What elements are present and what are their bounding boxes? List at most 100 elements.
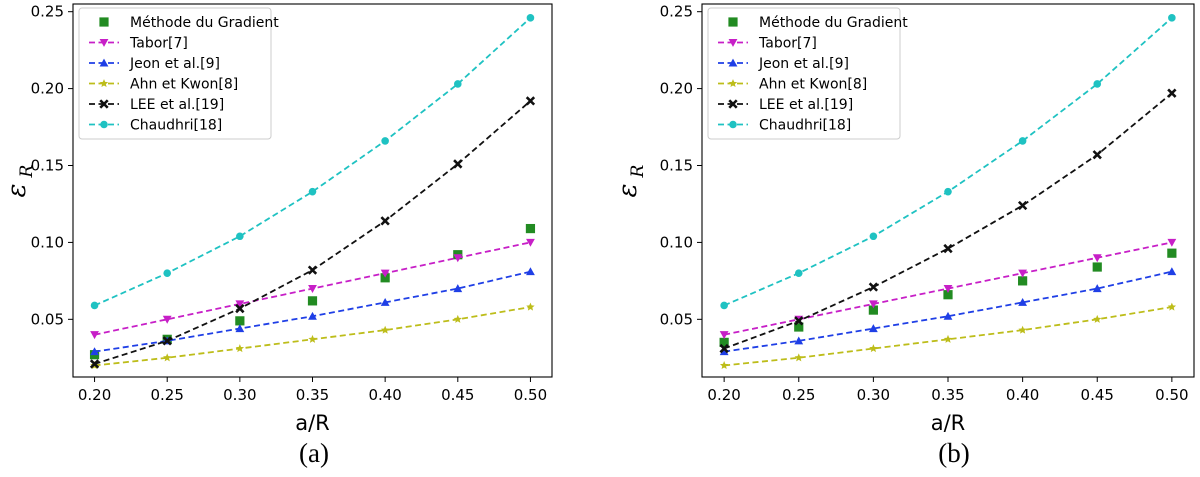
chart-b-data-point [1092,254,1102,263]
chart-a-legend-item: Chaudhri[18] [89,118,222,134]
chart-b-series-chaudhri-18 [720,14,1176,310]
chart-b-legend-marker [728,79,738,88]
chart-b-data-point [868,300,878,309]
chart-b-data-point [1017,200,1028,211]
chart-a-legend: Méthode du Gradient Tabor[7] Jeon et al.[9… [78,7,279,140]
chart-a-data-point [380,269,390,278]
chart-a-data-point [235,316,245,326]
chart-b-xtick-label: 0.20 [707,386,740,404]
chart-b-data-point [1167,302,1177,311]
chart-b-data-point [868,282,879,292]
chart-a-data-point [308,187,317,196]
chart-b-series-ahn-et-kwon-8 [719,302,1177,370]
chart-b-xtick-label: 0.50 [1155,386,1188,404]
chart-a-data-point [89,359,100,369]
chart-a-legend-label: Méthode du Gradient [130,15,279,31]
chart-a-legend-label: Ahn et Kwon[8] [130,77,238,93]
chart-b-data-point [794,353,803,362]
chart-a-xtick-label: 0.20 [78,386,111,404]
chart-b-data-point [1018,137,1027,145]
chart-b-ylabel-subscript: R [628,165,648,179]
chart-b-series-m-thode-du-gradient [719,248,1177,347]
chart-b-legend-marker [729,120,737,129]
chart-b-data-point [794,336,804,345]
chart-b-legend-label: Jeon et al.[9] [758,56,849,72]
chart-b-data-point [1092,284,1102,293]
chart-b-legend-item: Ahn et Kwon[8] [718,77,867,93]
chart-a-xtick-label: 0.25 [151,386,184,404]
chart-a-legend-item: LEE et al.[19] [89,97,224,113]
chart-b-legend-box [707,7,901,140]
chart-b-data-point [943,285,953,293]
chart-b-data-point [1092,262,1102,272]
chart-b-legend-item: Jeon et al.[9] [718,56,849,72]
chart-a-ytick-label: 0.20 [31,80,64,98]
chart-a-data-point [235,303,245,314]
chart-b-legend: Méthode du Gradient Tabor[7] Jeon et al.[9… [707,7,908,140]
chart-a-data-point [235,344,245,353]
chart-a-data-point [90,331,99,340]
chart-b-data-point [868,324,878,333]
chart-b-data-point [1093,314,1102,323]
chart-a-data-point [308,334,317,343]
chart-b-ytick-label: 0.10 [660,233,693,251]
chart-a-legend-marker [100,120,108,129]
chart-a-data-point [235,324,245,333]
chart-panel-b: 0.20 0.25 0.30 0.35 0.40 0.45 0.50 0.05 0.10 0.15… [600,0,1200,477]
chart-b-legend-label: Chaudhri[18] [759,118,851,134]
chart-b-data-point [719,337,729,347]
chart-b-legend-item: Chaudhri[18] [718,118,851,134]
chart-a-data-point [453,314,462,323]
chart-a-data-point [307,296,318,306]
chart-b-data-point [794,269,803,277]
chart-a-data-point [453,159,463,169]
chart-a-series-ahn-et-kwon-8 [90,302,535,370]
chart-b-xtick-label: 0.45 [1081,386,1114,404]
chart-a-data-point [380,325,390,334]
chart-a-data-point [307,265,318,275]
chart-b-data-point [1092,150,1102,160]
chart-b-data-point [869,344,878,353]
chart-b-data-point [719,361,729,370]
chart-b-legend-label: Méthode du Gradient [759,15,908,31]
chart-b-data-point [1018,269,1028,278]
chart-b-data-point [1018,325,1027,334]
chart-b-legend-marker [728,99,738,109]
chart-a-ytick-label: 0.25 [31,3,64,21]
caption-a: (a) [299,438,329,468]
chart-b-xtick-label: 0.35 [931,386,964,404]
chart-a-ylabel: ε [2,184,32,198]
chart-a-data-point [163,269,172,277]
chart-b-data-point [944,187,952,196]
chart-b-data-point [1093,80,1102,88]
chart-b-svg: 0.20 0.25 0.30 0.35 0.40 0.45 0.50 0.05 0.10 0.15… [613,3,1195,435]
chart-a-data-point [453,254,463,263]
chart-b-legend-item: Méthode du Gradient [728,15,908,31]
chart-a-ytick-label: 0.10 [31,233,64,251]
chart-a-xtick-label: 0.50 [514,386,547,404]
chart-a-legend-label: Jeon et al.[9] [129,56,220,72]
chart-b-data-point [943,290,953,300]
chart-b-data-point [1167,238,1177,247]
chart-b-ytick-label: 0.05 [660,310,693,328]
chart-b-ytick-label: 0.25 [660,3,693,21]
chart-a-legend-marker [99,58,109,67]
chart-a-legend-box [78,7,272,140]
chart-b-ylabel-group: εR [613,165,648,198]
chart-a-data-point [381,137,389,145]
chart-a-data-point [380,216,390,226]
chart-a-data-point [308,311,317,320]
chart-a-xtick-label: 0.45 [441,386,474,404]
chart-a-data-point [453,80,462,88]
chart-b-legend-marker [728,38,738,47]
chart-a-legend-label: Chaudhri[18] [130,118,222,134]
chart-a-data-point [380,298,390,306]
chart-a-legend-marker [99,99,109,109]
chart-b-legend-item: LEE et al.[19] [718,97,853,113]
chart-a-data-point [90,347,99,356]
chart-b-data-point [719,343,729,354]
chart-a-data-point [308,285,317,293]
chart-b-data-point [943,334,953,343]
chart-b-data-point [794,316,804,326]
chart-a-legend-item: Tabor[7] [89,36,188,52]
